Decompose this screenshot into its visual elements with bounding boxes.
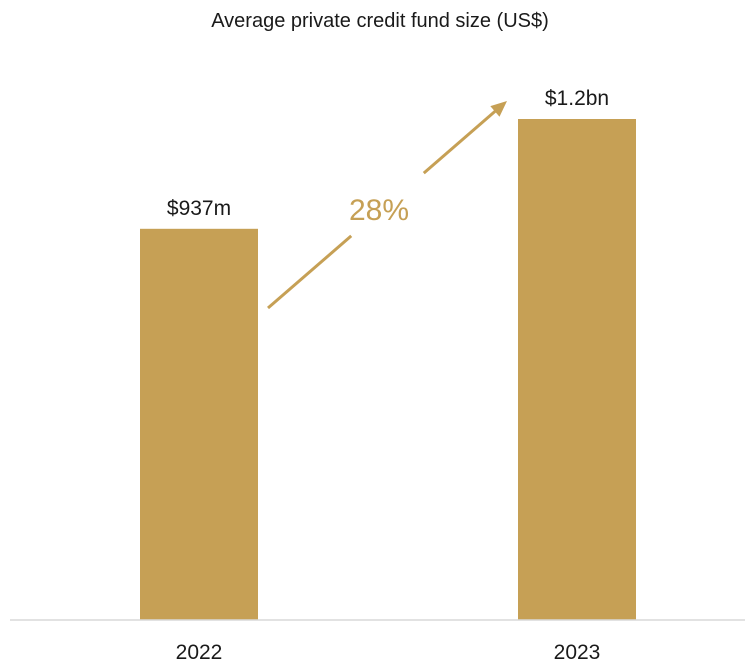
growth-arrow-line-upper — [422, 109, 498, 175]
data-label-2023: $1.2bn — [545, 87, 609, 110]
growth-annotation: 28% — [267, 101, 507, 310]
x-tick-label-2022: 2022 — [176, 641, 223, 663]
x-tick-label-2023: 2023 — [554, 641, 601, 663]
growth-arrow-line-lower — [267, 234, 353, 310]
x-tick-labels-layer: 2022 2023 — [176, 641, 601, 663]
bar-2023 — [518, 119, 636, 620]
growth-arrowhead-icon — [490, 101, 507, 117]
data-labels-layer: $937m $1.2bn — [167, 87, 609, 220]
growth-percentage-label: 28% — [349, 194, 409, 227]
data-label-2022: $937m — [167, 197, 231, 220]
chart-title: Average private credit fund size (US$) — [211, 10, 549, 32]
bar-2022 — [140, 228, 258, 621]
bars-layer — [140, 119, 636, 621]
